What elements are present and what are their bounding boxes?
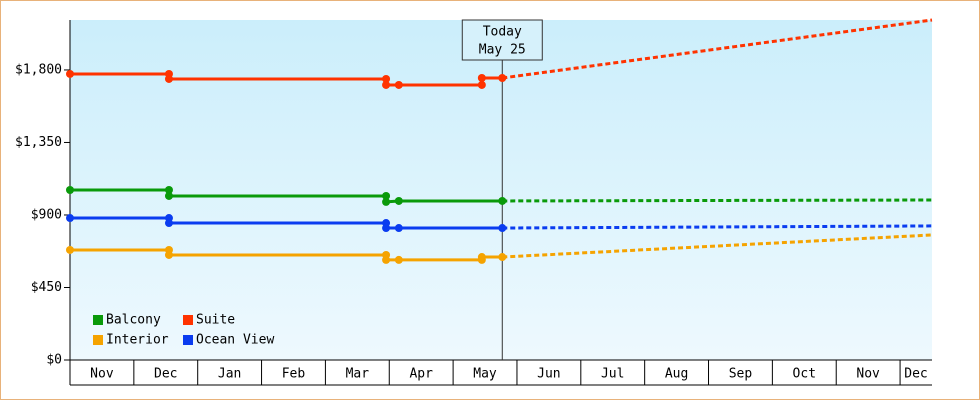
- data-point: [66, 245, 74, 254]
- data-point: [394, 255, 403, 264]
- data-point: [394, 224, 403, 233]
- legend-label: Ocean View: [196, 333, 274, 348]
- x-tick-label: May: [473, 367, 497, 382]
- x-tick-label: Nov: [90, 367, 114, 382]
- data-point: [382, 74, 391, 83]
- data-point: [498, 224, 507, 233]
- x-tick-label: Dec: [154, 367, 177, 382]
- data-point: [382, 197, 391, 206]
- x-tick-label: Jun: [537, 367, 560, 382]
- data-point: [164, 250, 173, 259]
- legend-label: Suite: [196, 313, 235, 328]
- data-point: [382, 255, 391, 264]
- x-tick-label: Dec: [904, 367, 927, 382]
- projection-line: [502, 18, 933, 80]
- y-tick-label: $450: [31, 280, 62, 295]
- x-tick-label: Oct: [793, 367, 816, 382]
- legend-label: Interior: [106, 333, 169, 348]
- legend-swatch: [183, 335, 193, 345]
- today-label: Today: [483, 25, 522, 40]
- data-point: [164, 191, 173, 200]
- data-point: [66, 69, 74, 78]
- data-point: [382, 224, 391, 233]
- x-tick-label: Nov: [856, 367, 880, 382]
- data-point: [394, 196, 403, 205]
- data-point: [394, 80, 403, 89]
- data-point: [382, 191, 391, 200]
- legend-swatch: [183, 315, 193, 325]
- data-point: [164, 219, 173, 228]
- data-point: [382, 80, 391, 89]
- data-point: [477, 80, 486, 89]
- x-tick-label: Mar: [346, 367, 370, 382]
- x-tick-label: Sep: [729, 367, 753, 382]
- x-tick-label: Aug: [665, 367, 688, 382]
- data-point: [498, 196, 507, 205]
- y-tick-label: $0: [46, 353, 62, 368]
- today-date: May 25: [479, 43, 526, 58]
- data-point: [498, 253, 507, 262]
- data-point: [66, 214, 74, 223]
- today-box: [461, 19, 543, 61]
- plot-area: [70, 20, 932, 360]
- data-point: [164, 186, 173, 194]
- data-point: [477, 253, 486, 262]
- data-point: [477, 74, 486, 83]
- legend-swatch: [93, 335, 103, 345]
- y-tick-label: $1,800: [15, 62, 62, 77]
- data-point: [164, 74, 173, 83]
- data-point: [498, 74, 507, 83]
- data-point: [66, 186, 74, 194]
- x-tick-label: Feb: [282, 367, 306, 382]
- y-tick-label: $900: [31, 207, 62, 222]
- legend-swatch: [93, 315, 103, 325]
- x-tick-label: Apr: [409, 367, 433, 382]
- y-tick-label: $1,350: [15, 135, 62, 150]
- x-tick-label: Jul: [601, 367, 624, 382]
- x-tick-label: Jan: [218, 367, 241, 382]
- legend-label: Balcony: [106, 313, 161, 328]
